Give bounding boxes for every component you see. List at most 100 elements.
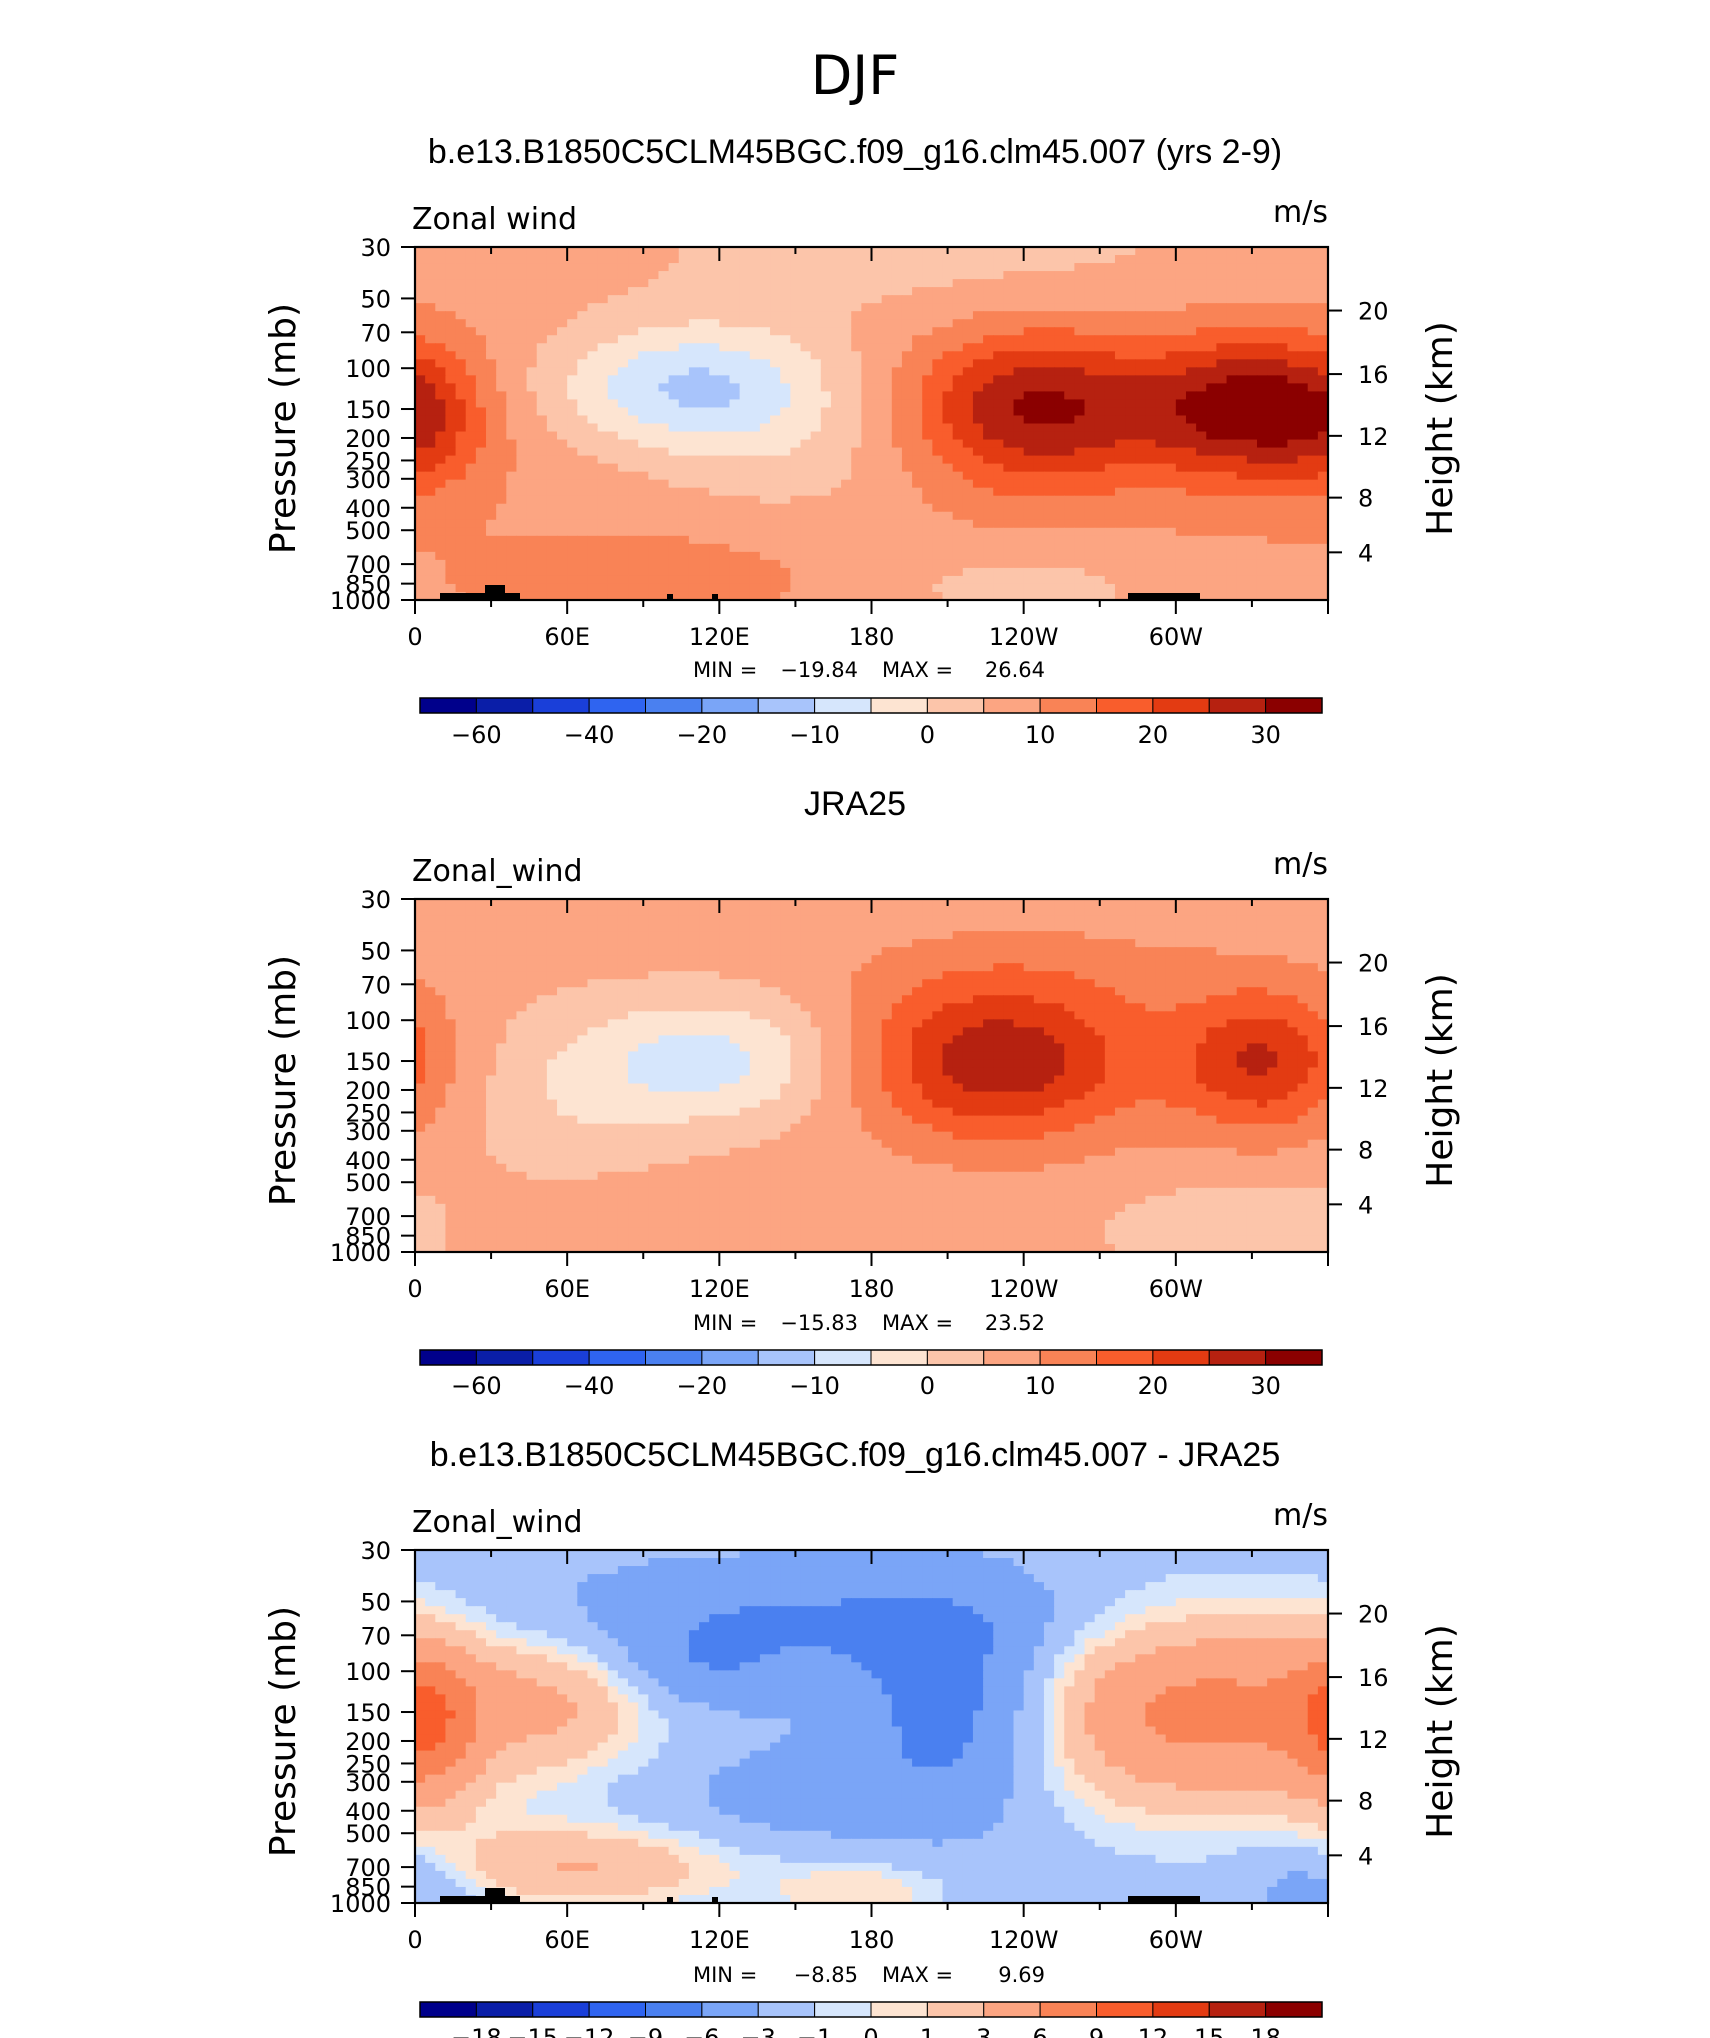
contour-cell bbox=[1085, 528, 1096, 537]
contour-cell bbox=[1166, 255, 1177, 264]
contour-cell bbox=[790, 375, 801, 384]
contour-cell bbox=[882, 464, 893, 473]
y-tick-label: 1000 bbox=[330, 587, 391, 615]
contour-cell bbox=[790, 536, 801, 545]
contour-cell bbox=[770, 432, 781, 441]
contour-cell bbox=[760, 931, 771, 940]
contour-cell bbox=[669, 335, 680, 344]
contour-cell bbox=[821, 947, 832, 956]
contour-cell bbox=[902, 456, 913, 465]
contour-cell bbox=[1176, 319, 1187, 328]
contour-cell bbox=[922, 939, 933, 948]
contour-cell bbox=[658, 327, 669, 336]
contour-cell bbox=[760, 955, 771, 964]
contour-cell bbox=[851, 407, 862, 416]
contour-cell bbox=[719, 327, 730, 336]
contour-cell bbox=[932, 544, 943, 553]
contour-cell bbox=[963, 319, 974, 328]
contour-cell bbox=[1298, 496, 1309, 505]
contour-cell bbox=[841, 971, 852, 980]
contour-cell bbox=[1054, 279, 1065, 288]
contour-cell bbox=[902, 343, 913, 352]
contour-cell bbox=[476, 480, 487, 489]
contour-cell bbox=[587, 971, 598, 980]
contour-cell bbox=[638, 263, 649, 272]
contour-cell bbox=[1298, 432, 1309, 441]
contour-cell bbox=[963, 931, 974, 940]
contour-cell bbox=[740, 544, 751, 553]
contour-cell bbox=[1115, 351, 1126, 360]
contour-cell bbox=[740, 520, 751, 529]
contour-cell bbox=[1166, 907, 1177, 916]
contour-cell bbox=[669, 931, 680, 940]
contour-cell bbox=[740, 335, 751, 344]
contour-cell bbox=[587, 979, 598, 988]
contour-cell bbox=[1298, 407, 1309, 416]
contour-cell bbox=[1237, 367, 1248, 376]
contour-cell bbox=[456, 496, 467, 505]
contour-cell bbox=[1247, 907, 1258, 916]
colorbar-swatch bbox=[646, 698, 702, 713]
contour-cell bbox=[638, 279, 649, 288]
contour-cell bbox=[1085, 247, 1096, 256]
contour-cell bbox=[872, 343, 883, 352]
contour-cell bbox=[598, 247, 609, 256]
contour-cell bbox=[740, 955, 751, 964]
contour-cell bbox=[1064, 351, 1075, 360]
contour-cell bbox=[729, 907, 740, 916]
contour-cell bbox=[882, 359, 893, 368]
contour-cell bbox=[1054, 399, 1065, 408]
contour-cell bbox=[445, 915, 456, 924]
contour-cell bbox=[1166, 923, 1177, 932]
contour-cell bbox=[445, 931, 456, 940]
contour-cell bbox=[1095, 287, 1106, 296]
contour-cell bbox=[811, 480, 822, 489]
contour-cell bbox=[1287, 464, 1298, 473]
contour-cell bbox=[1105, 351, 1116, 360]
contour-cell bbox=[1298, 311, 1309, 320]
contour-cell bbox=[1034, 512, 1045, 521]
contour-cell bbox=[760, 536, 771, 545]
contour-cell bbox=[445, 351, 456, 360]
contour-field bbox=[415, 899, 1329, 1253]
contour-cell bbox=[527, 552, 538, 561]
contour-cell bbox=[922, 319, 933, 328]
contour-cell bbox=[658, 536, 669, 545]
contour-cell bbox=[456, 303, 467, 312]
contour-cell bbox=[1176, 327, 1187, 336]
contour-cell bbox=[1034, 947, 1045, 956]
contour-cell bbox=[608, 391, 619, 400]
contour-cell bbox=[1257, 915, 1268, 924]
contour-cell bbox=[821, 399, 832, 408]
contour-cell bbox=[1156, 552, 1167, 561]
contour-cell bbox=[608, 255, 619, 264]
contour-cell bbox=[618, 407, 629, 416]
contour-cell bbox=[1135, 247, 1146, 256]
contour-cell bbox=[669, 351, 680, 360]
contour-cell bbox=[679, 456, 690, 465]
contour-cell bbox=[1216, 504, 1227, 513]
contour-cell bbox=[1003, 391, 1014, 400]
contour-cell bbox=[537, 407, 548, 416]
contour-cell bbox=[811, 923, 822, 932]
contour-cell bbox=[1085, 279, 1096, 288]
contour-cell bbox=[821, 279, 832, 288]
contour-cell bbox=[415, 907, 426, 916]
contour-cell bbox=[1237, 496, 1248, 505]
contour-cell bbox=[973, 472, 984, 481]
contour-cell bbox=[618, 963, 629, 972]
contour-cell bbox=[1135, 359, 1146, 368]
contour-cell bbox=[1166, 335, 1177, 344]
contour-cell bbox=[1054, 955, 1065, 964]
contour-cell bbox=[1003, 424, 1014, 433]
contour-cell bbox=[425, 247, 436, 256]
contour-cell bbox=[1034, 391, 1045, 400]
contour-cell bbox=[719, 536, 730, 545]
contour-cell bbox=[557, 311, 568, 320]
contour-cell bbox=[1247, 343, 1258, 352]
contour-cell bbox=[648, 383, 659, 392]
contour-cell bbox=[557, 327, 568, 336]
contour-cell bbox=[922, 512, 933, 521]
contour-cell bbox=[669, 528, 680, 537]
contour-cell bbox=[608, 955, 619, 964]
